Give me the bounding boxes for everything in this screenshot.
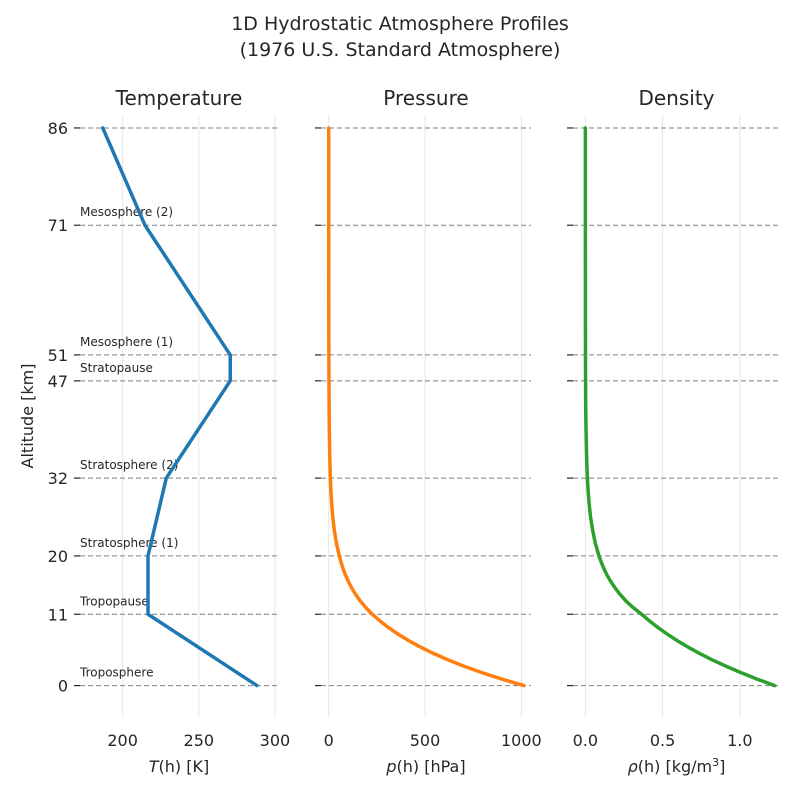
y-tick-label: 32 bbox=[48, 469, 68, 488]
layer-label: Stratosphere (1) bbox=[80, 536, 178, 550]
x-axis-label: T(h) [K] bbox=[149, 757, 209, 776]
y-tick-label: 47 bbox=[48, 372, 68, 391]
series-line-temperature bbox=[101, 126, 259, 688]
y-tick-label: 20 bbox=[48, 547, 68, 566]
layer-label: Mesosphere (1) bbox=[80, 335, 173, 349]
x-tick-label: 0.5 bbox=[650, 731, 675, 750]
y-axis-label: Altitude [km] bbox=[18, 364, 37, 469]
x-tick-label: 1.0 bbox=[727, 731, 752, 750]
panel-title: Temperature bbox=[115, 86, 243, 110]
figure-title-line2: (1976 U.S. Standard Atmosphere) bbox=[240, 39, 561, 61]
layer-label: Troposphere bbox=[79, 666, 153, 680]
y-tick-label: 51 bbox=[48, 346, 68, 365]
layer-label: Stratosphere (2) bbox=[80, 458, 178, 472]
x-tick-label: 500 bbox=[410, 731, 441, 750]
panel-pressure: 0 500 1000 Pressure p(h) [hPa] bbox=[315, 86, 542, 776]
x-tick-label: 0.0 bbox=[573, 731, 598, 750]
y-tick-label: 86 bbox=[48, 119, 68, 138]
panels: 200 250 300 0 11 20 32 47 51 71 86 Troposphere Tropo… bbox=[48, 86, 780, 776]
x-axis-label: p(h) [hPa] bbox=[385, 757, 465, 776]
panel-temperature: 200 250 300 0 11 20 32 47 51 71 86 Troposphere Tropo… bbox=[48, 86, 291, 776]
figure-title-line1: 1D Hydrostatic Atmosphere Profiles bbox=[231, 13, 569, 35]
layer-label: Mesosphere (2) bbox=[80, 205, 173, 219]
layer-label: Stratopause bbox=[80, 361, 153, 375]
x-tick-label: 200 bbox=[107, 731, 138, 750]
y-tick-label: 11 bbox=[48, 605, 68, 624]
y-tick-label: 0 bbox=[58, 677, 68, 696]
y-tick-label: 71 bbox=[48, 216, 68, 235]
x-tick-label: 250 bbox=[184, 731, 215, 750]
x-axis-label: ρ(h) [kg/m3] bbox=[628, 756, 726, 776]
layer-label: Tropopause bbox=[79, 594, 149, 608]
panel-title: Pressure bbox=[383, 86, 468, 110]
panel-title: Density bbox=[638, 86, 714, 110]
x-tick-label: 300 bbox=[260, 731, 291, 750]
series-line-pressure bbox=[326, 126, 526, 688]
panel-density: 0.0 0.5 1.0 Density ρ(h) [kg/m3] bbox=[567, 86, 780, 776]
x-tick-label: 0 bbox=[324, 731, 334, 750]
x-tick-label: 1000 bbox=[501, 731, 542, 750]
series-line-density bbox=[583, 126, 777, 688]
